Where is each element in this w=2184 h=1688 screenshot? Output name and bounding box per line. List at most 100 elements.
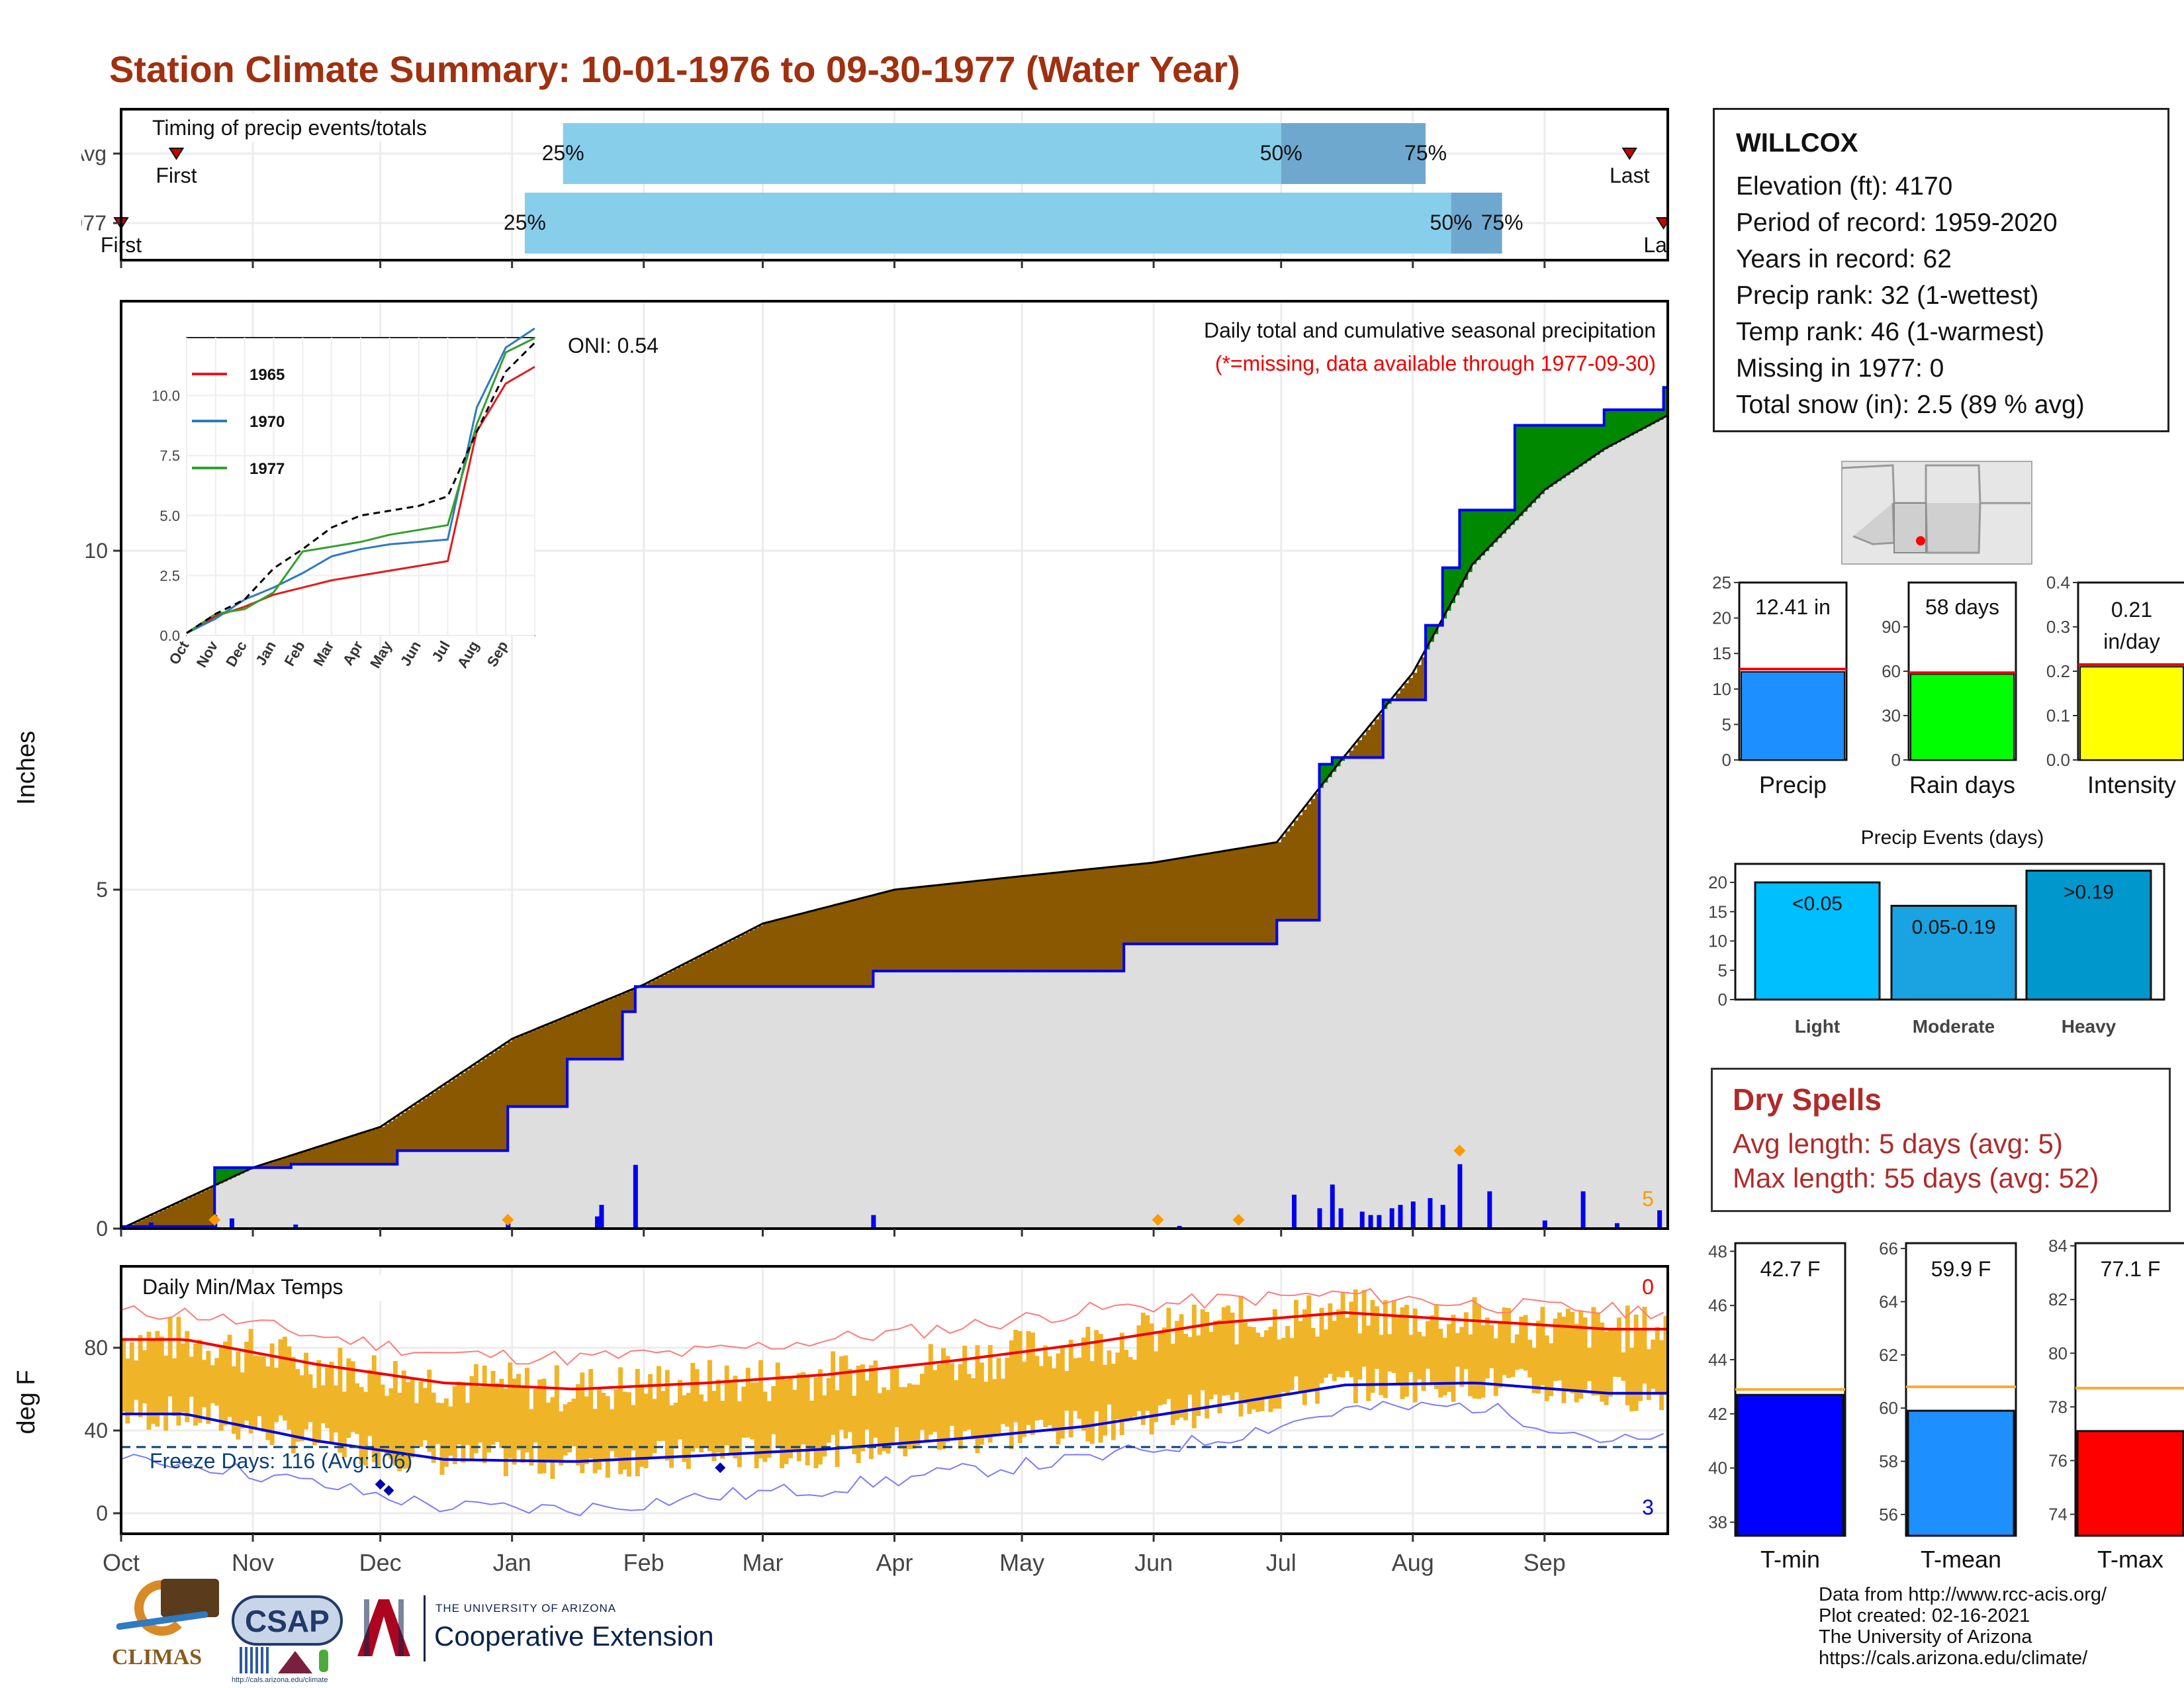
cumulative-anomaly-column	[1017, 876, 1023, 971]
daily-temp-range-bar	[138, 1335, 143, 1418]
temp-bar-ytick-label: 80	[2048, 1343, 2068, 1363]
daily-temp-range-bar	[792, 1389, 797, 1450]
cumulative-base-column	[920, 970, 925, 1229]
cumulative-base-column	[282, 1167, 287, 1229]
cumulative-anomaly-column	[733, 939, 738, 987]
daily-temp-range-bar	[1081, 1337, 1086, 1431]
daily-temp-range-bar	[478, 1386, 483, 1443]
daily-temp-range-bar	[1145, 1315, 1150, 1411]
daily-temp-range-bar	[1077, 1357, 1082, 1419]
record-low-marker	[375, 1479, 386, 1490]
cumulative-anomaly-column	[1132, 865, 1138, 944]
cumulative-anomaly-column	[341, 1139, 347, 1164]
daily-temp-range-bar	[1111, 1364, 1116, 1440]
cumulative-base-column	[911, 970, 917, 1229]
cumulative-base-column	[1472, 564, 1477, 1229]
cumulative-base-column	[490, 1150, 496, 1229]
daily-temp-range-bar	[1043, 1345, 1048, 1427]
daily-temp-range-bar	[724, 1365, 729, 1446]
daily-temp-range-bar	[1306, 1295, 1312, 1390]
daily-temp-range-bar	[1161, 1327, 1167, 1405]
cumulative-base-column	[882, 970, 887, 1229]
daily-temp-range-bar	[397, 1392, 402, 1472]
daily-temp-range-bar	[1259, 1336, 1265, 1411]
daily-temp-range-bar	[941, 1348, 946, 1450]
cumulative-base-column	[1357, 757, 1363, 1229]
cumulative-base-column	[703, 986, 708, 1229]
stat-bar-value	[1910, 673, 2015, 761]
inset-series-line	[186, 337, 535, 634]
cumulative-anomaly-column	[533, 1030, 538, 1107]
daily-temp-range-bar	[439, 1403, 445, 1476]
cumulative-base-column	[945, 970, 950, 1229]
daily-temp-range-bar	[801, 1372, 806, 1445]
daily-precip-bar	[1398, 1205, 1403, 1229]
temp-bar-value	[1736, 1393, 1844, 1537]
cumulative-base-column	[775, 986, 780, 1229]
daily-temp-range-bar	[958, 1364, 963, 1449]
station-location-marker	[1916, 536, 1925, 545]
temp-bar-ytick-label: 64	[1879, 1291, 1898, 1311]
daily-temp-range-bar	[1493, 1338, 1498, 1396]
cumulative-base-column	[1038, 970, 1044, 1229]
cumulative-anomaly-column	[1302, 810, 1307, 921]
temp-bars: 42.7 F 38 40 42 44 46 48 T-min 59.9 F 56 58 60 62 64 6…	[1708, 1236, 2184, 1573]
cumulative-base-column	[1208, 943, 1214, 1229]
cumulative-base-column	[1489, 546, 1494, 1229]
cumulative-anomaly-column	[1289, 825, 1295, 921]
cumulative-anomaly-column	[278, 1159, 283, 1168]
record-low-marker	[383, 1485, 394, 1496]
daily-temp-range-bar	[261, 1356, 266, 1432]
cumulative-base-column	[269, 1167, 275, 1229]
cumulative-anomaly-column	[715, 947, 721, 987]
cumulative-anomaly-column	[546, 1025, 551, 1107]
cumulative-base-column	[1484, 551, 1490, 1229]
cumulative-base-column	[410, 1150, 415, 1229]
cumulative-base-column	[750, 986, 755, 1229]
daily-temp-range-bar	[882, 1387, 887, 1452]
daily-temp-range-bar	[915, 1384, 921, 1446]
daily-temp-range-bar	[185, 1331, 190, 1423]
daily-temp-range-bar	[966, 1374, 972, 1430]
daily-temp-range-bar	[754, 1382, 759, 1469]
daily-temp-range-bar	[159, 1336, 164, 1415]
daily-temp-range-bar	[1107, 1350, 1112, 1405]
csap-logo: CSAP http://cals.arizona.edu/climate	[232, 1582, 351, 1684]
daily-temp-range-bar	[1477, 1304, 1482, 1399]
daily-temp-range-bar	[1600, 1322, 1605, 1402]
daily-precip-bar	[1292, 1194, 1297, 1229]
daily-temp-range-bar	[176, 1317, 181, 1426]
daily-temp-range-bar	[1128, 1357, 1133, 1420]
daily-temp-range-bar	[1472, 1297, 1477, 1399]
daily-temp-range-bar	[1166, 1307, 1171, 1399]
cumulative-base-column	[1400, 700, 1405, 1229]
daily-temp-range-bar	[1438, 1329, 1443, 1398]
cumulative-base-column	[673, 986, 678, 1229]
daily-temp-range-bar	[155, 1331, 160, 1427]
cumulative-base-column	[1510, 524, 1516, 1229]
station-missing: Missing in 1977: 0	[1736, 354, 1944, 383]
daily-temp-range-bar	[1396, 1317, 1401, 1383]
cumulative-anomaly-column	[809, 912, 815, 987]
cumulative-anomaly-column	[392, 1118, 398, 1164]
daily-temp-range-bar	[482, 1365, 487, 1464]
cumulative-anomaly-column	[452, 1078, 457, 1151]
timing-left-mask	[0, 109, 81, 260]
cumulative-base-column	[1149, 943, 1154, 1229]
stat-bar-ytick-label: 20	[1712, 608, 1731, 628]
cumulative-base-column	[1379, 757, 1384, 1229]
month-tick-label: Jun	[1134, 1549, 1173, 1576]
daily-temp-range-bar	[1595, 1312, 1600, 1395]
cumulative-base-column	[766, 986, 772, 1229]
daily-temp-range-bar	[338, 1347, 343, 1453]
dry-spells-title: Dry Spells	[1733, 1082, 1882, 1117]
cumulative-anomaly-column	[584, 1009, 589, 1059]
cumulative-anomaly-column	[873, 895, 878, 971]
daily-temp-range-bar	[380, 1384, 385, 1451]
daily-temp-range-bar	[1272, 1309, 1277, 1409]
stat-bar-label: Rain days	[1909, 771, 2015, 798]
cumulative-anomaly-column	[1175, 859, 1180, 944]
stat-bar-ytick-label: 30	[1882, 706, 1901, 726]
cumulative-base-column	[482, 1150, 487, 1229]
station-period: Period of record: 1959-2020	[1736, 209, 2058, 237]
